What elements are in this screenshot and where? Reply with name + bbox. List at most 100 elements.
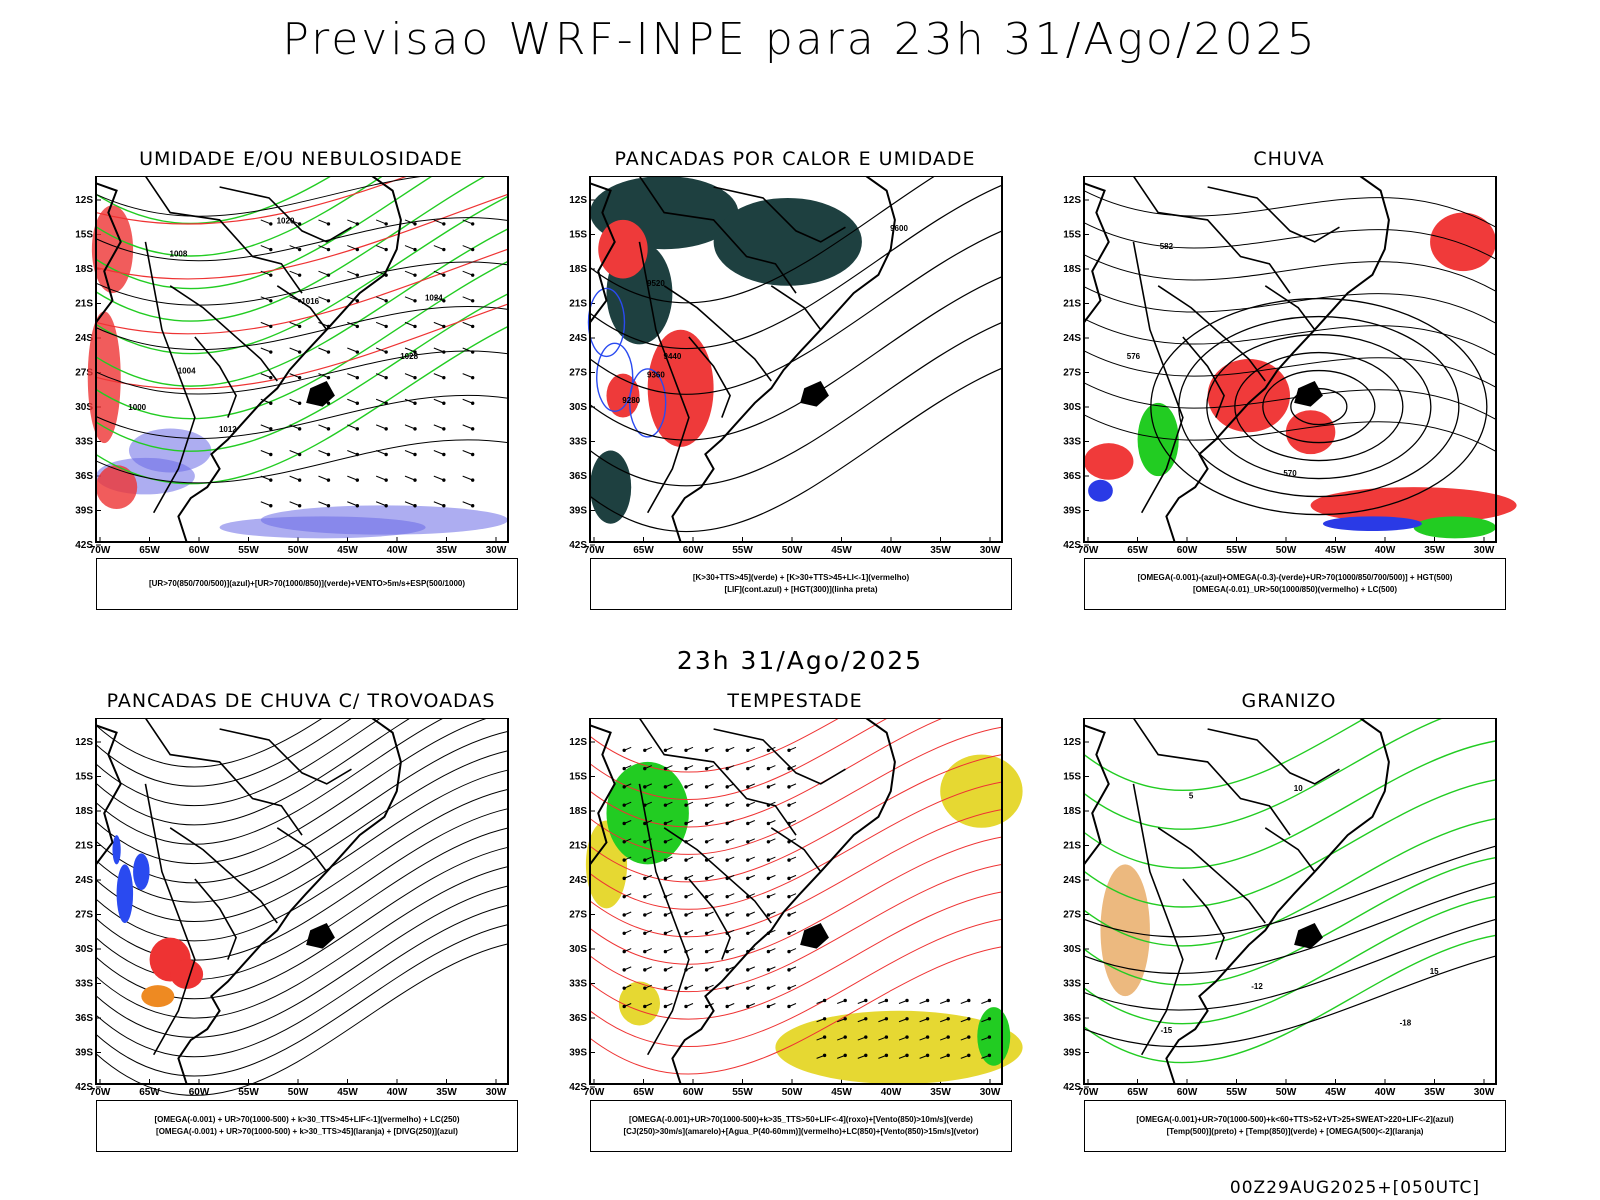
wind-vector-head (470, 350, 475, 354)
wind-vector (433, 450, 445, 455)
lon-tick-label: 55W (1226, 1087, 1247, 1098)
lat-tick-label: 15S (75, 772, 93, 783)
wind-vector (260, 321, 271, 327)
shaded-area (1088, 479, 1113, 502)
wind-vector-head (746, 1004, 750, 1009)
wind-vector-head (326, 299, 331, 303)
wind-vector-head (622, 858, 626, 862)
wind-vector-head (787, 858, 791, 862)
lon-tick-label: 70W (1078, 545, 1099, 556)
borders (638, 718, 846, 1056)
wind-vector (404, 373, 416, 379)
isobar-labels: 1020 1016 1008 1012 1024 1028 1004 1000 (128, 217, 443, 435)
lat-tick-label: 42S (1063, 540, 1081, 551)
lat-tick-label: 21S (569, 299, 587, 310)
contour-line (95, 176, 333, 225)
wind-vector-head (413, 273, 417, 277)
wind-vector (318, 270, 329, 276)
wind-vector-head (622, 821, 626, 826)
lif-contours (587, 287, 667, 438)
wind-vector-head (663, 785, 668, 789)
wind-vector-head (725, 766, 729, 771)
contour-line (95, 750, 509, 903)
wind-vector (260, 501, 271, 507)
temp-labels: -12 -15 -18 5 10 15 (1161, 784, 1440, 1035)
wind-vector-head (663, 931, 668, 935)
wind-vector-head (684, 894, 688, 899)
wind-vector-head (746, 876, 750, 881)
coastline (1083, 718, 1390, 1085)
wind-vector-head (297, 247, 302, 252)
wind-vector (404, 270, 416, 276)
wind-vector-head (684, 931, 688, 935)
wind-vector-head (355, 324, 360, 329)
contour-line (95, 788, 509, 942)
wind-vector (260, 373, 271, 379)
lat-tick-label: 33S (569, 437, 587, 448)
wind-vector-head (987, 1017, 992, 1021)
border-line (169, 827, 278, 924)
lon-tick-label: 55W (1226, 545, 1247, 556)
lon-tick-label: 55W (238, 545, 259, 556)
wind-vector-head (384, 350, 388, 354)
wind-vector-head (843, 1053, 847, 1058)
wind-vector-head (787, 913, 791, 917)
wind-vector-head (987, 1035, 992, 1039)
contour-line (589, 184, 1003, 349)
wind-vector-head (725, 949, 729, 954)
wind-vector-head (766, 748, 771, 752)
panel-legend: [OMEGA(-0.001)-(azul)+OMEGA(-0.3)-(verde… (1084, 558, 1506, 610)
wind-vector-head (413, 247, 417, 252)
contour-label: 1000 (128, 403, 146, 412)
contour-line (95, 176, 508, 217)
contour-label: 576 (1127, 352, 1141, 361)
lon-tick-label: 60W (683, 545, 704, 556)
contour-label: -18 (1400, 1018, 1412, 1027)
contour-label: 5 (1189, 792, 1194, 801)
wind-vector (433, 501, 445, 507)
contour-line (1083, 718, 1445, 830)
contour-label: 9600 (890, 224, 908, 233)
lon-tick-label: 40W (387, 1087, 408, 1098)
wind-vector-head (355, 375, 360, 380)
border-line (1264, 827, 1316, 873)
wind-vector (462, 501, 473, 507)
wind-vector-head (470, 452, 475, 457)
lon-tick-label: 45W (831, 545, 852, 556)
wind-vector-head (355, 273, 360, 277)
wind-vector (404, 219, 416, 225)
wind-vector-head (413, 324, 417, 329)
wind-vector (404, 475, 416, 481)
wind-vector-head (643, 913, 647, 917)
wind-vector-head (746, 785, 750, 789)
map-frame (1083, 176, 1497, 543)
wind-vector-head (470, 299, 475, 303)
border-line (219, 728, 352, 785)
panel-umidade: UMIDADE E/OU NEBULOSIDADE 12S 15S 18S 21S 24… (66, 148, 536, 618)
lat-tick-label: 39S (1063, 506, 1081, 517)
shaded-area (170, 959, 204, 989)
lat-tick-label: 15S (569, 230, 587, 241)
lat-tick-label: 36S (75, 471, 93, 482)
lon-tick-label: 35W (930, 545, 951, 556)
wind-vector-head (766, 968, 771, 972)
wind-vector-head (643, 766, 647, 771)
wind-vector-head (946, 998, 950, 1003)
lat-tick-label: 12S (569, 195, 587, 206)
wind-vector (433, 219, 445, 225)
lon-tick-label: 70W (584, 1087, 605, 1098)
border-line (638, 176, 797, 294)
wind-vector-head (297, 350, 302, 354)
wind-vector-head (384, 452, 388, 457)
lat-tick-label: 18S (75, 806, 93, 817)
wind-vector-head (643, 858, 647, 862)
wind-vector (375, 245, 387, 251)
wind-vector (318, 424, 329, 430)
legend-line: [OMEGA(-0.001) + UR>70(1000-500) + k>30_… (154, 1115, 460, 1124)
wind-vector-head (442, 299, 446, 303)
coastline-path (177, 176, 402, 543)
contour-line (1083, 414, 1497, 452)
wind-vector-head (622, 986, 626, 990)
isobar (1262, 369, 1376, 444)
